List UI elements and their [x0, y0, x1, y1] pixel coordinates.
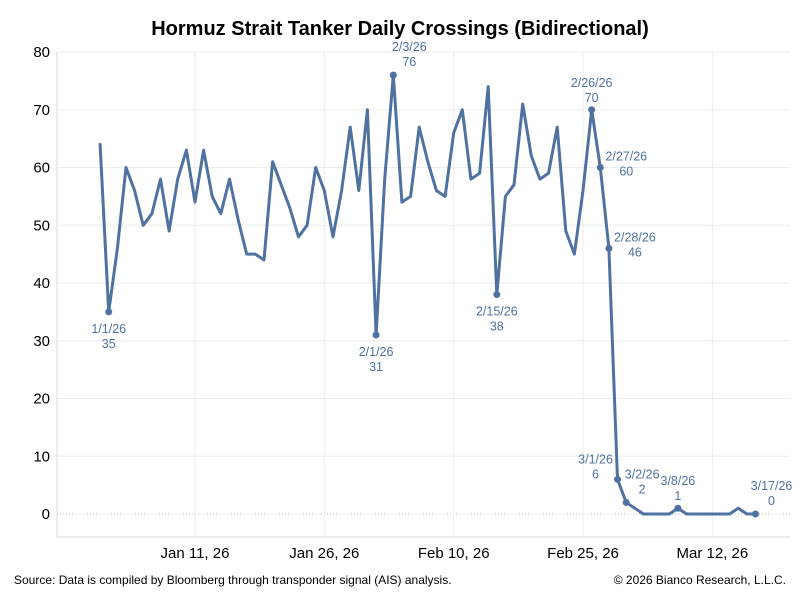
y-tick-label: 50	[33, 217, 50, 234]
annotation-date-label: 2/15/26	[476, 305, 518, 319]
annotation-date-label: 3/17/26	[751, 479, 793, 493]
copyright-note: © 2026 Bianco Research, L.L.C.	[613, 573, 786, 587]
annotation-value-label: 38	[490, 320, 504, 334]
y-tick-label: 20	[33, 391, 50, 408]
y-tick-label: 40	[33, 275, 50, 292]
annotation-date-label: 2/3/26	[392, 40, 427, 54]
source-note: Source: Data is compiled by Bloomberg th…	[14, 573, 452, 587]
series-line	[98, 73, 757, 516]
data-point-marker	[614, 475, 622, 483]
y-tick-label: 80	[33, 44, 50, 61]
y-tick-label: 60	[33, 160, 50, 177]
annotation-date-label: 3/8/26	[661, 474, 696, 488]
data-point-marker	[372, 331, 380, 339]
annotation-value-label: 60	[619, 165, 633, 179]
annotation-date-label: 2/28/26	[614, 230, 656, 244]
annotation-value-label: 70	[585, 91, 599, 105]
annotation-value-label: 1	[674, 489, 681, 503]
annotation-value-label: 35	[102, 337, 116, 351]
x-tick-label: Feb 10, 26	[418, 545, 490, 562]
annotation-value-label: 31	[369, 360, 383, 374]
annotation-value-label: 0	[768, 494, 775, 508]
data-point-marker	[752, 510, 760, 518]
grid-layer	[57, 51, 790, 537]
x-tick-label: Mar 12, 26	[677, 545, 749, 562]
annotation-points-layer	[105, 71, 760, 518]
data-point-marker	[493, 291, 501, 299]
data-point-marker	[588, 106, 596, 114]
annotation-value-label: 76	[402, 55, 416, 69]
annotation-date-label: 2/26/26	[571, 76, 613, 90]
annotation-date-label: 1/1/26	[91, 322, 126, 336]
data-point-marker	[605, 244, 613, 252]
data-point-marker	[105, 308, 113, 316]
y-tick-label: 30	[33, 333, 50, 350]
annotation-date-label: 3/2/26	[625, 467, 660, 481]
annotation-date-label: 2/27/26	[605, 150, 647, 164]
y-tick-label: 70	[33, 102, 50, 119]
series-layer	[98, 73, 757, 516]
annotation-value-label: 46	[628, 245, 642, 259]
x-tick-label: Jan 11, 26	[160, 545, 229, 562]
y-tick-label: 10	[33, 448, 50, 465]
x-tick-label: Jan 26, 26	[289, 545, 359, 562]
y-tick-label: 0	[42, 506, 50, 523]
data-point-marker	[674, 504, 682, 512]
annotation-value-label: 6	[592, 467, 599, 481]
annotation-value-label: 2	[639, 482, 646, 496]
annotation-date-label: 3/1/26	[578, 452, 613, 466]
data-point-marker	[596, 164, 604, 171]
data-point-marker	[622, 498, 630, 506]
x-tick-label: Feb 25, 26	[547, 545, 619, 562]
chart-title: Hormuz Strait Tanker Daily Crossings (Bi…	[151, 18, 649, 40]
data-point-marker	[389, 71, 397, 79]
annotation-date-label: 2/1/26	[359, 345, 394, 359]
